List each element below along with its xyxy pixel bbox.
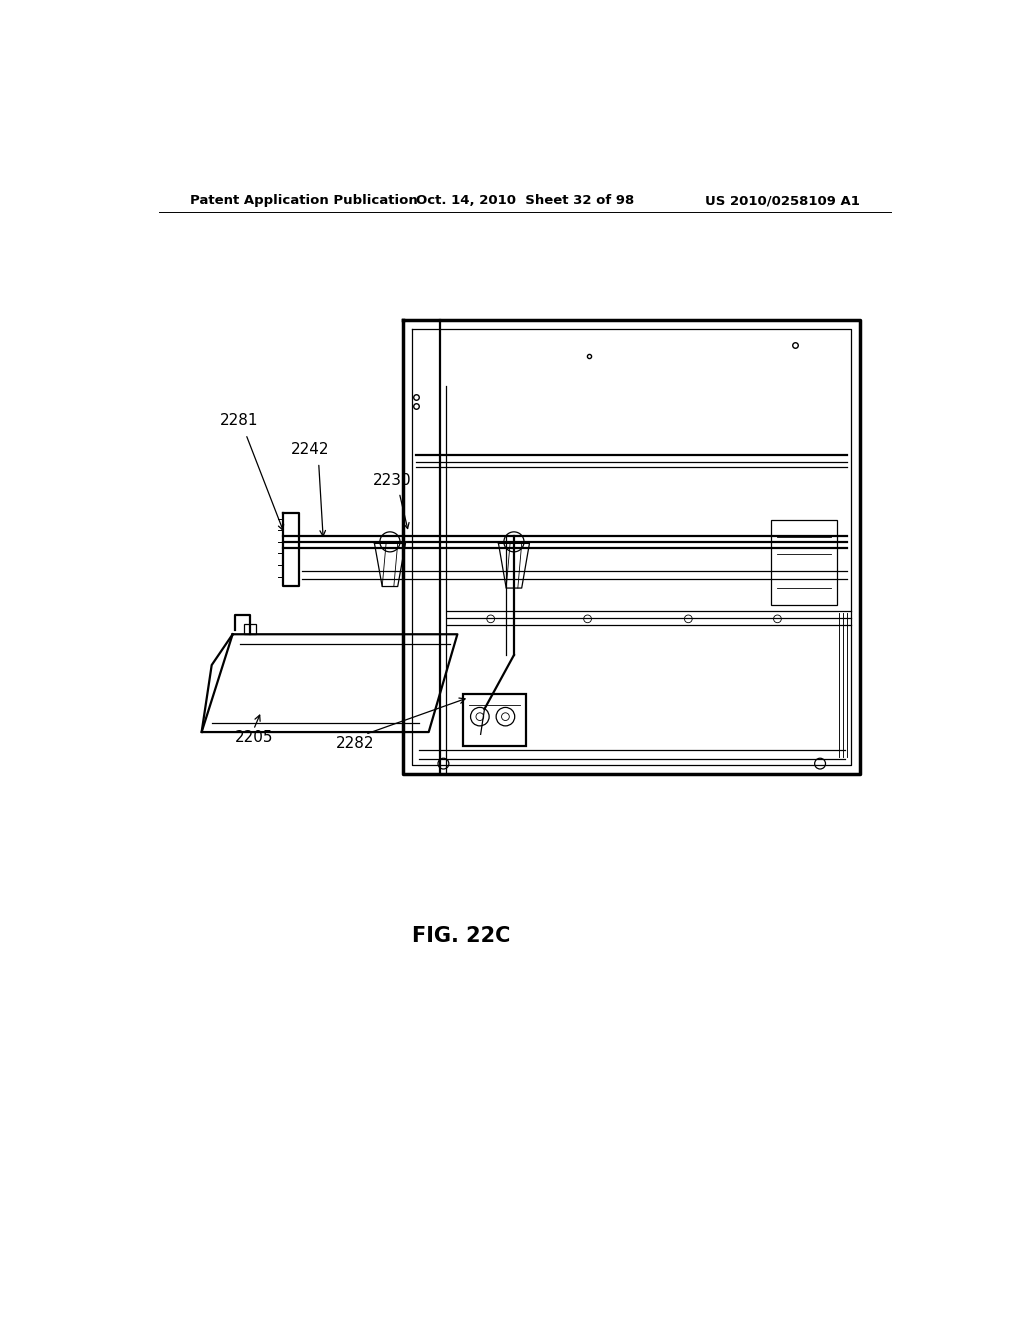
Text: 2281: 2281 xyxy=(219,413,258,428)
Text: FIG. 22C: FIG. 22C xyxy=(412,927,510,946)
Text: 2242: 2242 xyxy=(291,442,330,457)
Text: US 2010/0258109 A1: US 2010/0258109 A1 xyxy=(705,194,859,207)
Text: 2282: 2282 xyxy=(336,737,374,751)
Text: 2230: 2230 xyxy=(373,473,412,488)
Text: Oct. 14, 2010  Sheet 32 of 98: Oct. 14, 2010 Sheet 32 of 98 xyxy=(416,194,634,207)
Text: 2205: 2205 xyxy=(234,730,273,744)
Text: Patent Application Publication: Patent Application Publication xyxy=(190,194,418,207)
